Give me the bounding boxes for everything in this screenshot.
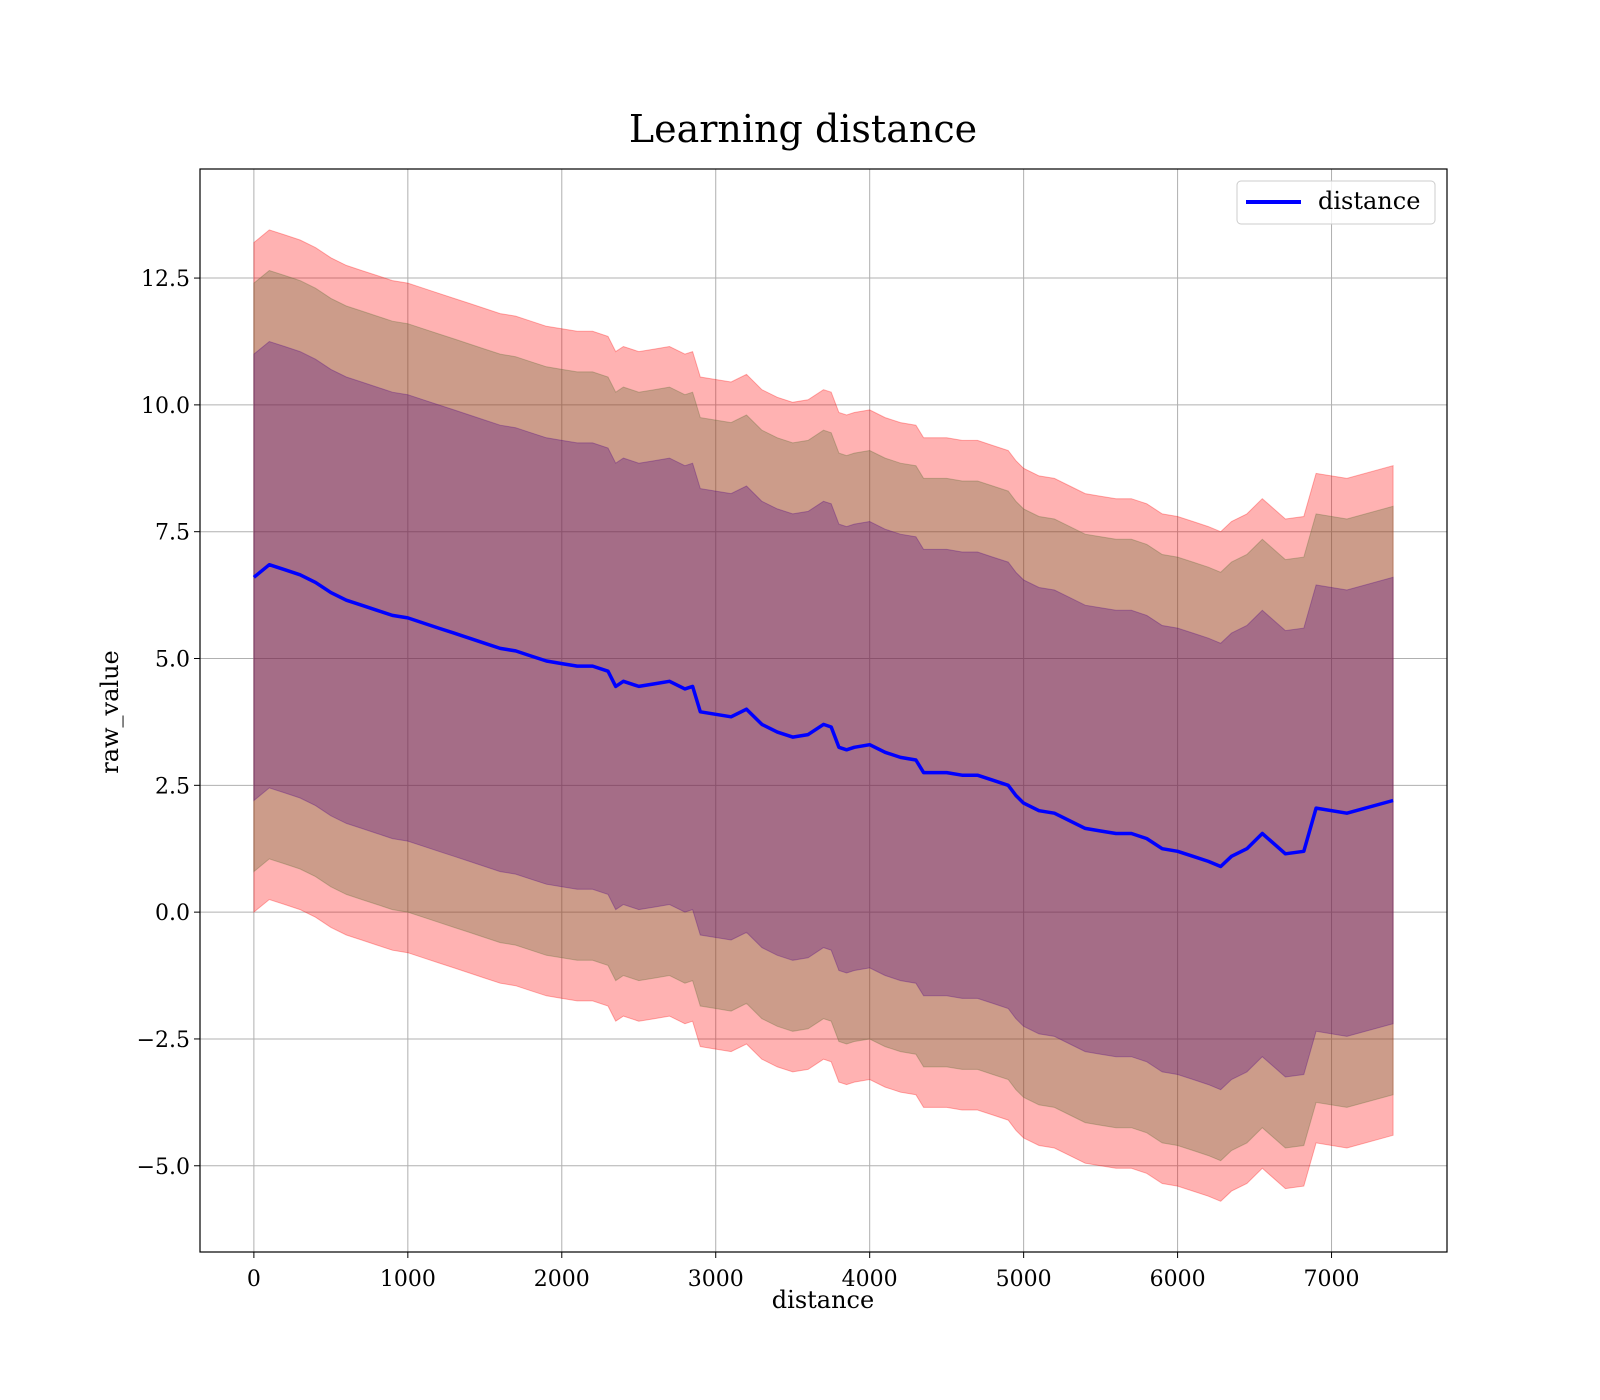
x-tick-label: 3000: [688, 1267, 744, 1292]
y-tick-label: −5.0: [137, 1155, 190, 1180]
x-axis-label: distance: [772, 1286, 874, 1314]
confidence-band: [253, 340, 1394, 1091]
confidence-bands: [253, 229, 1394, 1202]
x-tick-label: 5000: [996, 1267, 1052, 1292]
y-tick-label: −2.5: [137, 1028, 190, 1053]
confidence-band: [253, 269, 1394, 1162]
x-tick-label: 0: [247, 1267, 261, 1292]
legend-label: distance: [1318, 187, 1420, 215]
y-tick-label: 10.0: [141, 394, 190, 419]
x-tick-label: 4000: [842, 1267, 898, 1292]
y-axis-ticks: −5.0 −2.5 0.0 2.5 5.0 7.5 10.0 12.5: [137, 267, 200, 1180]
x-tick-label: 7000: [1304, 1267, 1360, 1292]
y-tick-label: 2.5: [155, 774, 190, 799]
y-tick-label: 12.5: [141, 267, 190, 292]
y-tick-label: 0.0: [155, 901, 190, 926]
series-lines: [252, 562, 1394, 869]
y-axis-label: raw_value: [96, 650, 124, 774]
legend: distance: [1236, 180, 1436, 225]
series-line-distance: [252, 562, 1394, 869]
x-tick-label: 6000: [1150, 1267, 1206, 1292]
plot-frame: [199, 168, 1448, 1253]
x-axis-ticks: 0 1000 2000 3000 4000 5000 6000 7000: [247, 1252, 1360, 1292]
y-tick-label: 5.0: [155, 648, 190, 673]
chart-title: Learning distance: [629, 107, 977, 151]
x-tick-label: 1000: [380, 1267, 436, 1292]
x-tick-label: 2000: [534, 1267, 590, 1292]
grid: [200, 169, 1447, 1252]
confidence-band: [253, 229, 1394, 1202]
y-tick-label: 7.5: [155, 521, 190, 546]
legend-box: [1236, 180, 1436, 225]
